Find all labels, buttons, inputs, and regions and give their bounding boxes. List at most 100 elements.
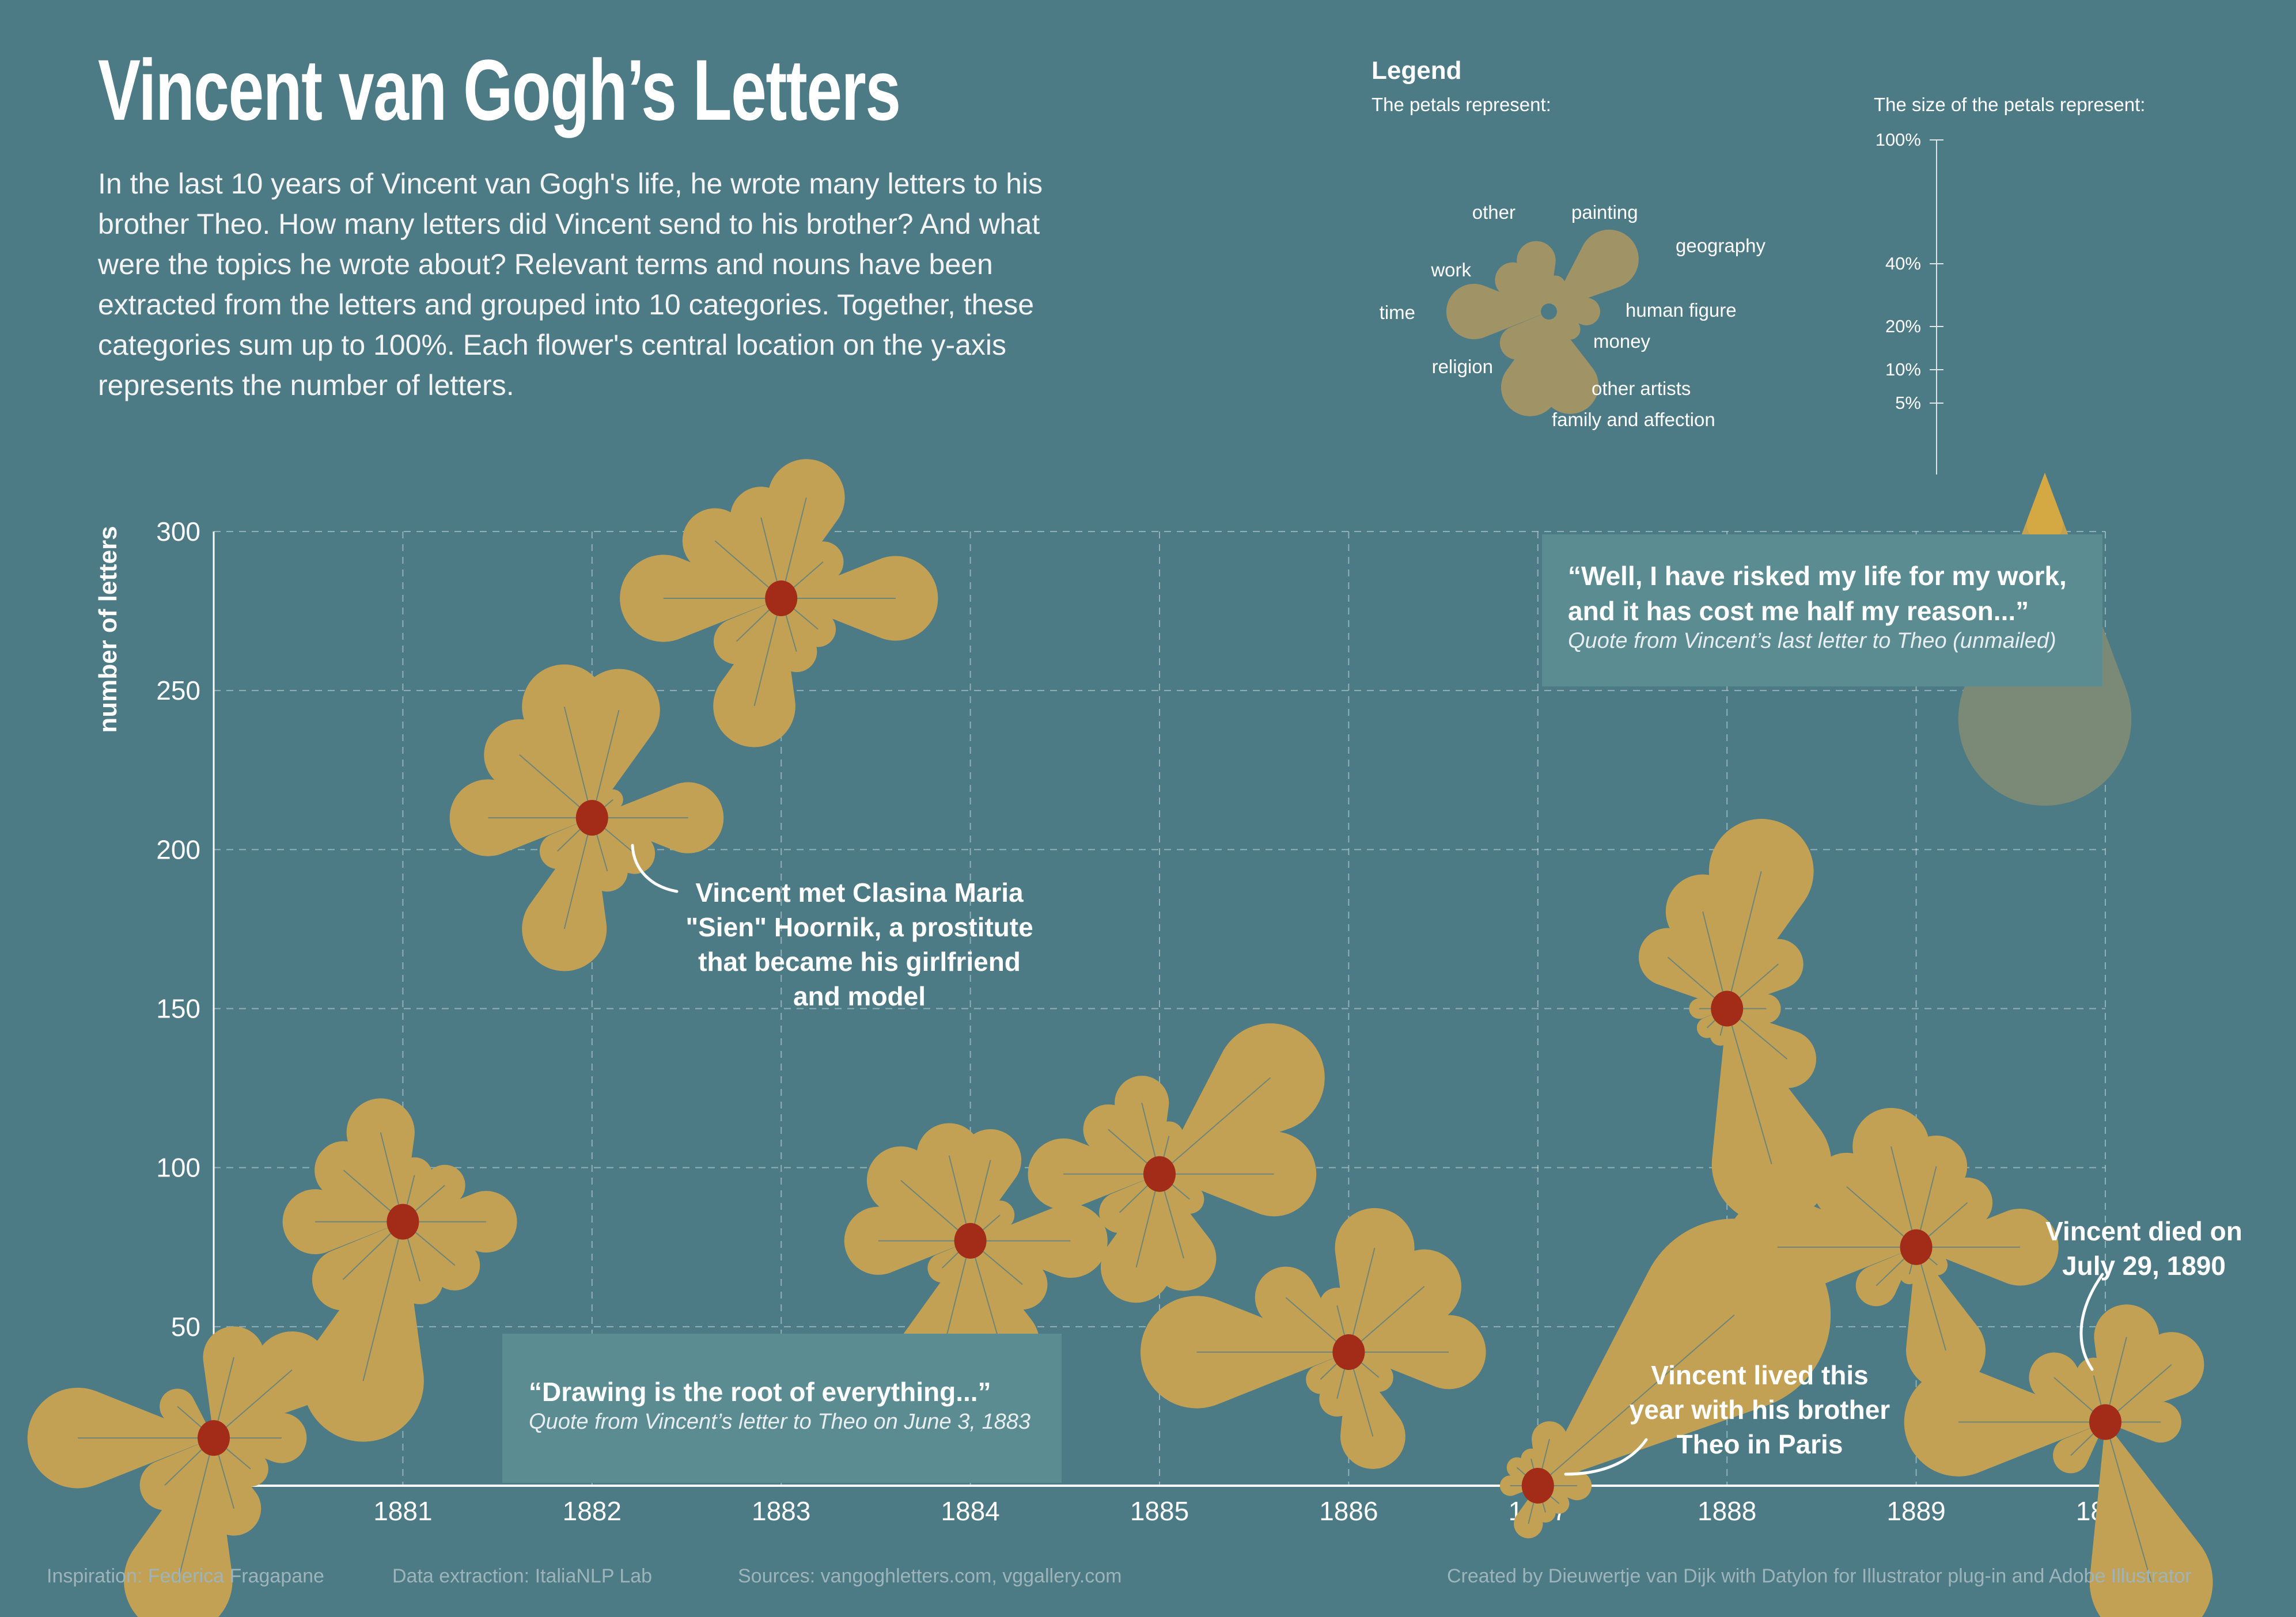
legend-petal-money bbox=[1549, 312, 1581, 340]
petal-vein bbox=[1726, 1008, 1772, 1164]
flower-center bbox=[387, 1204, 419, 1240]
legend-size-scale bbox=[1930, 139, 2132, 806]
flower-1888 bbox=[1638, 819, 1832, 1224]
flower-1883 bbox=[620, 459, 938, 747]
flower-center bbox=[765, 580, 798, 616]
flower-1889 bbox=[1726, 1107, 2059, 1391]
petal-other bbox=[916, 1123, 982, 1241]
y-tick-label: 100 bbox=[156, 1153, 200, 1183]
petal-family-and-affection bbox=[522, 818, 607, 971]
quote-text: “Well, I have risked my life for my work… bbox=[1568, 561, 2067, 591]
flower-center bbox=[1143, 1156, 1176, 1192]
legend-petals-caption: The petals represent: bbox=[1371, 94, 1551, 115]
petal-other-artists bbox=[2089, 1422, 2213, 1617]
legend-label-work: work bbox=[1431, 259, 1471, 280]
size-tick-10: 10% bbox=[1885, 359, 1921, 379]
y-tick-label: 250 bbox=[156, 675, 200, 705]
footer-data-extraction: Data extraction: ItaliaNLP Lab bbox=[392, 1565, 653, 1587]
petal-money bbox=[1727, 1008, 1817, 1088]
flower-center bbox=[575, 800, 608, 836]
flower-1881 bbox=[282, 1098, 517, 1442]
petal-work bbox=[1638, 928, 1727, 1009]
size-tick-20: 20% bbox=[1885, 316, 1921, 336]
petal-work bbox=[484, 719, 592, 818]
x-tick-label: 1884 bbox=[941, 1496, 999, 1526]
intro-line: brother Theo. How many letters did Vince… bbox=[98, 208, 1040, 240]
legend-label-other-artists: other artists bbox=[1592, 378, 1691, 399]
flower-center bbox=[1332, 1334, 1365, 1371]
intro-line: represents the number of letters. bbox=[98, 369, 514, 401]
flower-center bbox=[1900, 1229, 1933, 1265]
legend-size-caption: The size of the petals represent: bbox=[1874, 94, 2146, 115]
legend-petal-time bbox=[1446, 283, 1549, 340]
annotation-line: July 29, 1890 bbox=[2062, 1251, 2226, 1281]
petal-other-artists bbox=[1711, 1008, 1832, 1224]
legend-petal-work bbox=[1495, 262, 1549, 312]
page-title: Vincent van Gogh’s Letters bbox=[98, 41, 901, 138]
x-tick-label: 1889 bbox=[1886, 1496, 1945, 1526]
flower-center bbox=[1521, 1468, 1554, 1504]
petal-vein bbox=[1159, 1077, 1271, 1175]
legend-label-money: money bbox=[1593, 331, 1651, 352]
x-tick-label: 1888 bbox=[1698, 1496, 1756, 1526]
annotation-line: that became his girlfriend bbox=[698, 947, 1021, 977]
x-tick-label: 1886 bbox=[1319, 1496, 1378, 1526]
flower-center bbox=[198, 1420, 230, 1456]
petal-vein bbox=[753, 598, 782, 707]
quote-source: Quote from Vincent’s letter to Theo on J… bbox=[529, 1410, 1031, 1434]
legend-petal-religion bbox=[1499, 312, 1549, 360]
petal-geography bbox=[1160, 1023, 1325, 1174]
petal-geography bbox=[214, 1331, 331, 1438]
x-tick-label: 1882 bbox=[563, 1496, 622, 1526]
petal-vein bbox=[969, 1240, 1001, 1345]
flower-1885 bbox=[1028, 1023, 1325, 1303]
size-tick-100: 100% bbox=[1875, 130, 1921, 150]
size-tick-40: 40% bbox=[1885, 253, 1921, 274]
annotation-line: Vincent met Clasina Maria bbox=[695, 878, 1024, 908]
size-cone-5 bbox=[2026, 473, 2063, 543]
legend-heading: Legend bbox=[1371, 56, 1462, 85]
intro-line: extracted from the letters and grouped i… bbox=[98, 289, 1035, 321]
flower-1880 bbox=[27, 1326, 331, 1617]
petal-painting bbox=[1335, 1208, 1415, 1353]
petal-other bbox=[730, 487, 792, 598]
intro-line: In the last 10 years of Vincent van Gogh… bbox=[98, 168, 1043, 200]
petal-family-and-affection bbox=[124, 1438, 233, 1617]
legend-label-geography: geography bbox=[1676, 235, 1765, 256]
petal-vein bbox=[177, 1437, 214, 1581]
footer-sources: Sources: vangoghletters.com, vggallery.c… bbox=[738, 1565, 1122, 1587]
intro-line: were the topics he wrote about? Relevant… bbox=[98, 248, 993, 280]
annotation-line: Theo in Paris bbox=[1676, 1429, 1843, 1459]
legend-flower bbox=[1446, 229, 1639, 416]
petal-painting bbox=[203, 1326, 265, 1438]
legend-label-family: family and affection bbox=[1552, 409, 1715, 430]
petal-other bbox=[1852, 1107, 1930, 1247]
petal-work bbox=[1812, 1152, 1916, 1247]
quote-box-drawing: “Drawing is the root of everything...” Q… bbox=[502, 1334, 1062, 1483]
petal-work bbox=[1255, 1266, 1349, 1353]
petal-vein bbox=[1726, 871, 1762, 1009]
petal-geography bbox=[2105, 1332, 2204, 1422]
flower-1882 bbox=[449, 664, 724, 971]
petal-vein bbox=[213, 1369, 293, 1438]
legend-label-painting: painting bbox=[1571, 202, 1638, 223]
petal-work bbox=[2029, 1352, 2105, 1422]
petal-family-and-affection bbox=[1100, 1174, 1172, 1303]
annotation-sien: Vincent met Clasina Maria "Sien" Hoornik… bbox=[685, 875, 1033, 1014]
legend-petal-geography bbox=[1549, 229, 1639, 312]
died-pointer bbox=[2079, 1273, 2104, 1371]
petal-vein bbox=[563, 707, 593, 818]
flower-center bbox=[2089, 1404, 2121, 1440]
y-tick-label: 200 bbox=[156, 834, 200, 864]
quote-box-last-letter: “Well, I have risked my life for my work… bbox=[1542, 534, 2102, 686]
x-tick-label: 1881 bbox=[373, 1496, 432, 1526]
petal-work bbox=[682, 508, 782, 598]
y-tick-label: 300 bbox=[156, 517, 200, 546]
annotation-died: Vincent died on July 29, 1890 bbox=[2045, 1214, 2242, 1283]
size-tick-5: 5% bbox=[1895, 393, 1921, 413]
petal-geography bbox=[1916, 1177, 1993, 1247]
petal-other bbox=[522, 664, 607, 818]
annotation-paris: Vincent lived this year with his brother… bbox=[1630, 1358, 1890, 1462]
legend-flower-center bbox=[1541, 303, 1557, 320]
